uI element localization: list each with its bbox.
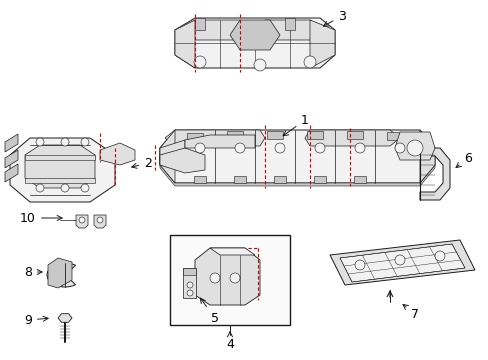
- Polygon shape: [419, 130, 434, 183]
- Polygon shape: [5, 164, 18, 182]
- Polygon shape: [184, 135, 254, 148]
- Circle shape: [314, 143, 325, 153]
- Circle shape: [406, 140, 422, 156]
- Polygon shape: [48, 258, 72, 288]
- Polygon shape: [47, 263, 76, 287]
- Circle shape: [186, 290, 193, 296]
- Polygon shape: [76, 215, 88, 228]
- Polygon shape: [180, 20, 244, 40]
- Text: 6: 6: [455, 152, 471, 168]
- Polygon shape: [285, 18, 294, 30]
- Circle shape: [195, 143, 204, 153]
- Polygon shape: [25, 155, 95, 160]
- Polygon shape: [313, 176, 325, 183]
- Polygon shape: [5, 150, 18, 168]
- Text: 4: 4: [225, 332, 233, 351]
- Polygon shape: [394, 132, 434, 160]
- Polygon shape: [160, 130, 175, 183]
- Circle shape: [194, 56, 205, 68]
- Polygon shape: [234, 176, 245, 183]
- Polygon shape: [186, 133, 203, 141]
- Circle shape: [209, 273, 220, 283]
- Circle shape: [394, 143, 404, 153]
- Polygon shape: [25, 145, 95, 188]
- Text: 1: 1: [283, 113, 308, 136]
- Polygon shape: [386, 132, 402, 140]
- Text: 9: 9: [24, 314, 48, 327]
- Polygon shape: [94, 215, 106, 228]
- Circle shape: [97, 217, 103, 223]
- Circle shape: [434, 251, 444, 261]
- Circle shape: [81, 138, 89, 146]
- Polygon shape: [329, 240, 474, 285]
- Polygon shape: [164, 130, 264, 146]
- Circle shape: [36, 138, 44, 146]
- Polygon shape: [305, 130, 399, 146]
- Polygon shape: [419, 148, 449, 200]
- Polygon shape: [100, 143, 135, 165]
- Text: 5: 5: [200, 298, 219, 324]
- Polygon shape: [175, 18, 334, 68]
- Polygon shape: [353, 176, 365, 183]
- Circle shape: [235, 143, 244, 153]
- Polygon shape: [258, 20, 325, 40]
- Circle shape: [354, 260, 364, 270]
- Polygon shape: [195, 248, 260, 305]
- Circle shape: [354, 143, 364, 153]
- Circle shape: [253, 59, 265, 71]
- Polygon shape: [309, 20, 334, 68]
- Polygon shape: [273, 176, 285, 183]
- Polygon shape: [209, 248, 254, 255]
- Text: 10: 10: [20, 212, 62, 225]
- Circle shape: [274, 143, 285, 153]
- Circle shape: [394, 255, 404, 265]
- Text: 8: 8: [24, 266, 42, 279]
- Polygon shape: [160, 130, 434, 183]
- Polygon shape: [175, 20, 195, 68]
- Polygon shape: [10, 138, 115, 202]
- Polygon shape: [5, 134, 18, 152]
- Circle shape: [61, 138, 69, 146]
- Circle shape: [79, 217, 85, 223]
- Polygon shape: [25, 178, 95, 183]
- Bar: [170, 235, 289, 325]
- Polygon shape: [226, 131, 243, 139]
- Circle shape: [61, 184, 69, 192]
- Polygon shape: [339, 244, 464, 282]
- Polygon shape: [160, 140, 184, 170]
- Polygon shape: [183, 268, 196, 275]
- Polygon shape: [306, 131, 323, 139]
- Circle shape: [81, 184, 89, 192]
- Polygon shape: [195, 18, 204, 30]
- Polygon shape: [160, 165, 434, 186]
- Text: 7: 7: [402, 305, 418, 320]
- Polygon shape: [194, 176, 205, 183]
- Polygon shape: [160, 148, 204, 173]
- Circle shape: [36, 184, 44, 192]
- Polygon shape: [58, 314, 72, 322]
- Circle shape: [304, 56, 315, 68]
- Text: 2: 2: [131, 157, 152, 170]
- Circle shape: [186, 282, 193, 288]
- Text: 3: 3: [323, 9, 345, 26]
- Polygon shape: [229, 20, 280, 50]
- Polygon shape: [183, 268, 196, 298]
- Circle shape: [229, 273, 240, 283]
- Polygon shape: [266, 131, 283, 139]
- Polygon shape: [346, 131, 362, 139]
